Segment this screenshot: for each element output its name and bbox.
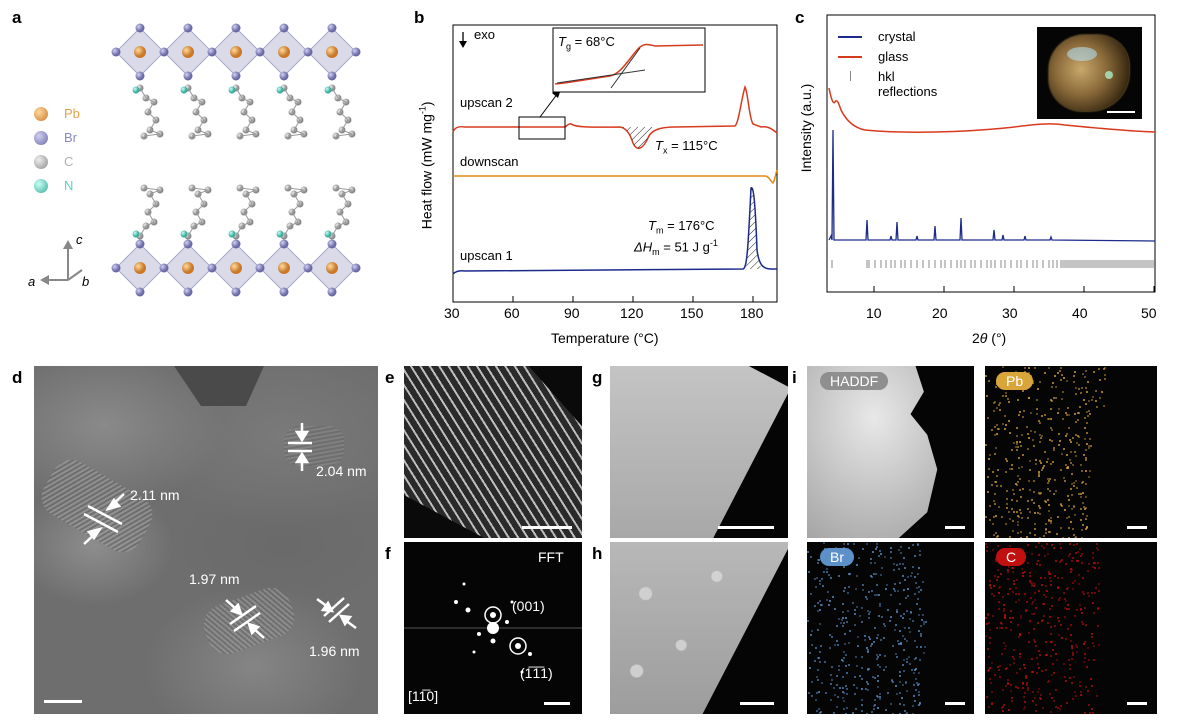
xrd-xtick: 40: [1072, 305, 1088, 321]
legend-label-pb: Pb: [64, 106, 80, 121]
xrd-xtick: 10: [866, 305, 882, 321]
dsc-ylabel: Heat flow (mW mg-1): [417, 101, 435, 230]
c-map: [985, 542, 1157, 714]
crystal-line-icon: [838, 36, 862, 38]
axis-c-label: c: [76, 232, 83, 247]
enthalpy-annotation: ΔHm = 51 J g-1: [634, 238, 718, 257]
dsc-xlabel: Temperature (°C): [551, 330, 659, 346]
c-tag: C: [996, 548, 1027, 566]
bottom-organic-layer: [132, 184, 356, 240]
c-atom-icon: [34, 155, 48, 169]
dsc-xtick: 60: [504, 305, 520, 321]
dsc-xtick: 120: [620, 305, 644, 321]
xrd-xtick: 30: [1002, 305, 1018, 321]
axes-arrows-icon: [40, 240, 83, 285]
legend-label-c: C: [64, 154, 74, 169]
legend-label-br: Br: [64, 130, 77, 145]
dsc-xtick: 180: [740, 305, 764, 321]
xrd-xtick: 50: [1141, 305, 1157, 321]
panel-label-c: c: [795, 8, 805, 27]
haddf-map: [807, 366, 974, 538]
legend-label-glass: glass: [878, 49, 909, 64]
xrd-xtick: 20: [932, 305, 948, 321]
fft-zone-axis: [11̅0]: [408, 688, 439, 704]
fringe-label-4: 1.96 nm: [309, 643, 360, 659]
br-map: [807, 542, 974, 714]
upscan2-label: upscan 2: [460, 95, 513, 110]
hkl-reflection-ticks: [831, 260, 1154, 268]
pb-atom-icon: [34, 107, 48, 121]
panel-h-tem: [610, 542, 788, 714]
panel-label-g: g: [592, 368, 603, 387]
pb-map: [985, 366, 1157, 538]
tg-annotation: Tg = 68°C: [558, 34, 615, 52]
panel-label-b: b: [414, 8, 425, 27]
br-atom-icon: [34, 131, 48, 145]
xrd-xticks: [873, 286, 1155, 292]
panel-label-h: h: [592, 544, 603, 563]
tx-annotation: Tx = 115°C: [655, 138, 718, 156]
scale-bar: [44, 700, 82, 703]
axis-b-label: b: [82, 274, 90, 289]
panel-label-e: e: [385, 368, 395, 387]
glass-line-icon: [838, 56, 862, 58]
panel-d-hrtem: [34, 366, 378, 714]
xrd-xlabel: 2θ (°): [972, 330, 1007, 346]
panel-label-i: i: [792, 368, 797, 387]
legend-label-crystal: crystal: [878, 29, 916, 44]
fringe-label-2: 2.04 nm: [316, 463, 367, 479]
legend-label-n: N: [64, 178, 74, 193]
upscan1-label: upscan 1: [460, 248, 513, 263]
axis-a-label: a: [28, 274, 36, 289]
melting-hatch: [745, 187, 763, 269]
top-organic-layer: [132, 84, 356, 140]
panel-f-fft: [404, 542, 582, 714]
crystal-structure-figure: [111, 23, 361, 297]
fft-spot-111: (1̅1̅1): [520, 665, 553, 681]
n-atom-icon: [34, 179, 48, 193]
hkl-tick-icon: [850, 71, 851, 81]
exo-label: exo: [474, 27, 495, 42]
panel-e-lattice: [404, 366, 582, 538]
crystal-curve: [828, 129, 1156, 242]
fringe-markers: [83, 423, 357, 639]
fft-spot-001: (001): [512, 598, 545, 614]
tm-annotation: Tm = 176°C: [648, 218, 715, 236]
zoom-region-box: [518, 116, 566, 140]
dsc-xtick: 30: [444, 305, 460, 321]
fft-pattern: [404, 582, 582, 674]
panel-label-f: f: [385, 544, 391, 563]
fringe-label-1: 2.11 nm: [130, 487, 180, 503]
dsc-xtick: 90: [564, 305, 580, 321]
br-tag: Br: [820, 548, 854, 566]
xrd-ylabel: Intensity (a.u.): [798, 83, 814, 173]
panel-g-tem: [610, 366, 788, 538]
panel-label-d: d: [12, 368, 23, 387]
downscan-label: downscan: [460, 154, 519, 169]
inset-curve: [554, 43, 704, 85]
dsc-xticks: [452, 296, 754, 302]
xrd-plot: [826, 14, 1156, 293]
haddf-tag: HADDF: [820, 372, 889, 390]
top-octahedra-layer: [111, 23, 361, 81]
downscan-curve: [453, 169, 778, 184]
dsc-plot: [452, 24, 778, 303]
dsc-xtick: 150: [680, 305, 704, 321]
fft-title: FFT: [538, 549, 564, 565]
glass-curve: [828, 87, 1156, 133]
fringe-label-3: 1.97 nm: [189, 571, 240, 587]
bottom-octahedra-layer: [111, 239, 361, 297]
legend-label-hkl: hkl reflections: [878, 69, 938, 99]
crystallization-hatch: [620, 127, 659, 149]
panel-label-a: a: [12, 8, 22, 27]
pb-tag: Pb: [996, 372, 1034, 390]
glass-photo: [1037, 27, 1142, 119]
